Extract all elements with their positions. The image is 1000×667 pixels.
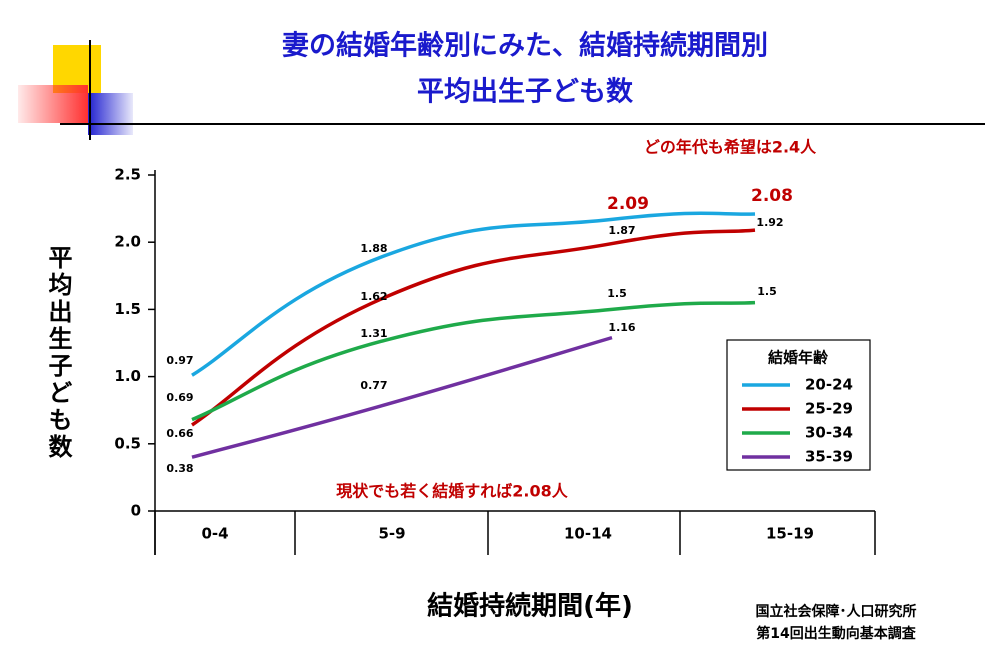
point-label: 1.62: [360, 290, 387, 303]
source: 第14回出生動向基本調査: [756, 625, 916, 642]
series-line: [191, 211, 756, 377]
annotation: 現状でも若く結婚すれば2.08人: [336, 482, 568, 501]
decoration: [18, 40, 985, 140]
point-label: 1.5: [757, 285, 777, 298]
legend-box: [726, 339, 871, 471]
series-line: [191, 335, 613, 459]
chart-title: 妻の結婚年齢別にみた、結婚持続期間別: [282, 30, 768, 62]
point-label: 0.69: [166, 391, 193, 404]
y-tick-label: 2.0: [114, 233, 141, 251]
point-label: 0.66: [166, 427, 193, 440]
annotation: 2.09: [607, 194, 649, 214]
x-axis-label: 結婚持続期間(年): [427, 591, 633, 622]
chart-title: 平均出生子ども数: [417, 77, 634, 108]
source: 国立社会保障･人口研究所: [756, 603, 917, 620]
point-label: 1.5: [607, 287, 627, 300]
point-label: 1.31: [360, 327, 387, 340]
y-tick-label: 1.5: [114, 300, 141, 318]
y-tick-label: 1.0: [114, 367, 141, 385]
y-tick-label: 0: [131, 502, 141, 520]
point-label: 0.97: [166, 354, 193, 367]
point-label: 1.92: [756, 216, 783, 229]
point-label: 1.16: [608, 321, 635, 334]
legend-label: 35-39: [805, 448, 853, 466]
legend-title: 結婚年齢: [768, 349, 829, 367]
y-axis-label: 平均出生子ども数: [44, 245, 72, 461]
x-tick-label: 5-9: [378, 525, 405, 543]
x-tick-label: 10-14: [564, 525, 612, 543]
y-tick-label: 2.5: [114, 166, 141, 184]
x-tick-label: 0-4: [201, 525, 228, 543]
series-line: [191, 228, 756, 427]
y-tick-label: 0.5: [114, 434, 141, 452]
annotation: どの年代も希望は2.4人: [644, 138, 817, 157]
point-label: 1.88: [360, 242, 387, 255]
point-label: 1.87: [608, 224, 635, 237]
legend-label: 30-34: [805, 424, 853, 442]
series-line: [191, 300, 756, 422]
legend-label: 20-24: [805, 376, 853, 394]
legend-label: 25-29: [805, 400, 853, 418]
x-tick-label: 15-19: [766, 525, 814, 543]
point-label: 0.38: [166, 462, 193, 475]
annotation: 2.08: [751, 186, 793, 206]
point-label: 0.77: [360, 379, 387, 392]
